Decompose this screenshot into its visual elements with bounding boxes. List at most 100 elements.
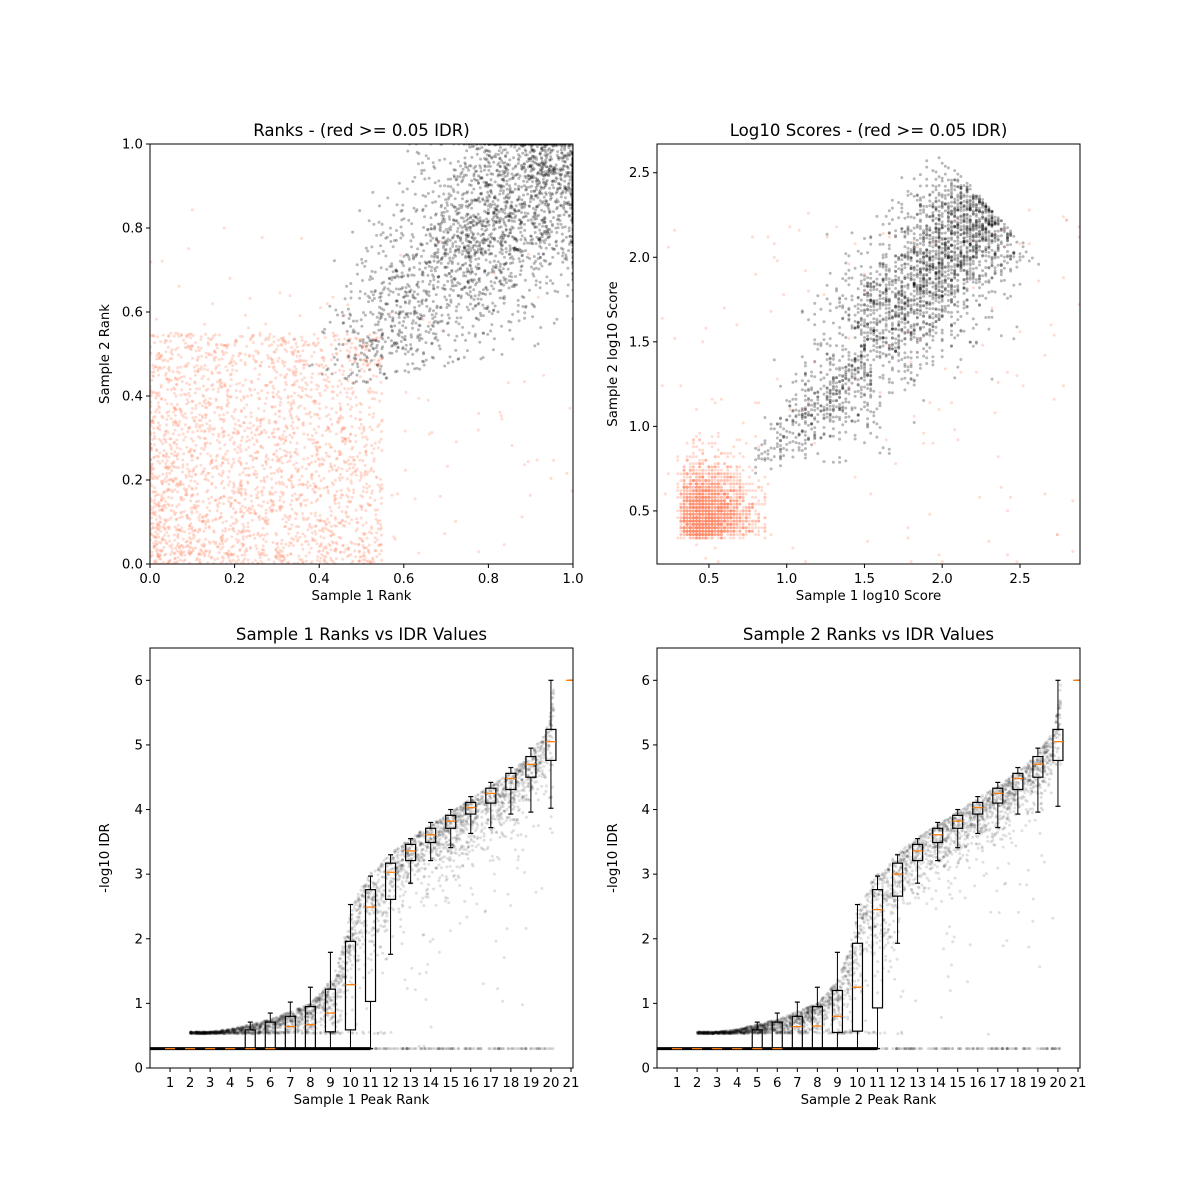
scatter-point-red — [154, 502, 158, 506]
scatter-point-red — [367, 503, 371, 507]
scatter-point-black — [438, 184, 442, 188]
scatter-point-black — [415, 349, 418, 353]
scatter-point-black — [433, 315, 437, 319]
scatter-point-red — [372, 390, 376, 394]
scatter-point-black — [556, 150, 560, 154]
scatter-point-black — [388, 315, 392, 319]
scatter-point-black — [542, 210, 546, 214]
scatter-point-red — [207, 525, 211, 528]
scatter-point-black — [462, 245, 466, 249]
scatter-point-red — [226, 461, 230, 465]
scatter-point-red — [356, 521, 360, 525]
scatter-point-black — [568, 234, 572, 238]
scatter-point-red — [347, 546, 351, 550]
scatter-point-black — [373, 289, 377, 293]
scatter-point-black — [394, 287, 398, 291]
scatter-point-black — [409, 239, 413, 243]
scatter-point-red — [196, 345, 200, 349]
scatter-point-red — [349, 540, 353, 544]
scatter-point-red — [379, 336, 382, 340]
scatter-point-black — [420, 169, 424, 172]
scatter-point-black — [372, 331, 376, 335]
scatter-point-black — [342, 321, 345, 325]
scatter-point-black — [501, 217, 505, 221]
scatter-point-red — [178, 408, 182, 412]
scatter-point-black — [448, 294, 452, 297]
scatter-point-black — [525, 153, 529, 157]
scatter-point-red — [363, 557, 367, 561]
scatter-point-red — [164, 465, 168, 469]
scatter-point-black — [554, 191, 558, 195]
scatter-point-red — [190, 509, 194, 513]
scatter-point-red — [300, 378, 304, 382]
scatter-point-red — [377, 359, 380, 363]
scatter-point-red — [294, 447, 298, 451]
scatter-point-black — [520, 264, 524, 268]
scatter-point-black — [434, 237, 438, 241]
scatter-point-red — [239, 531, 242, 534]
scatter-point-red — [360, 367, 364, 371]
scatter-point-red — [213, 333, 217, 337]
scatter-point-red — [225, 344, 229, 348]
scatter-point-black — [563, 225, 567, 229]
scatter-point-red — [308, 410, 312, 414]
scatter-point-red — [242, 543, 246, 547]
scatter-point-red — [338, 402, 342, 406]
scatter-point-black — [432, 356, 435, 360]
scatter-point-red — [235, 369, 238, 373]
scatter-point-red — [340, 519, 344, 523]
scatter-point-red — [248, 547, 252, 550]
scatter-point-red — [368, 425, 372, 429]
scatter-point-red — [274, 412, 277, 416]
scatter-point-red — [369, 368, 372, 371]
scatter-point-red — [279, 504, 283, 508]
scatter-point-black — [437, 344, 441, 348]
scatter-point-red — [180, 333, 184, 337]
scatter-point-red — [156, 459, 160, 463]
scatter-point-red — [274, 555, 278, 559]
scatter-point-red — [380, 449, 384, 452]
scatter-point-black — [464, 204, 468, 208]
scatter-point-black — [355, 373, 359, 377]
scatter-point-red — [177, 528, 181, 532]
scatter-point-red — [313, 460, 317, 463]
scatter-point-red — [170, 402, 174, 406]
scatter-point-red — [362, 554, 366, 557]
scatter-point-red — [353, 358, 357, 362]
scatter-point-black — [522, 162, 526, 166]
scatter-point-red — [194, 403, 198, 407]
scatter-point-black — [359, 351, 363, 355]
scatter-point-red — [179, 411, 183, 414]
scatter-point-black — [466, 190, 469, 194]
scatter-point-black — [485, 238, 489, 242]
scatter-point-red — [152, 443, 156, 447]
scatter-point-red — [274, 421, 278, 425]
scatter-point-red — [274, 376, 278, 380]
scatter-point-red — [255, 475, 259, 479]
scatter-point-red — [301, 532, 305, 536]
scatter-point-black — [474, 265, 478, 269]
scatter-point-red — [260, 493, 264, 497]
scatter-point-black — [481, 220, 485, 224]
scatter-point-black — [427, 176, 431, 180]
scatter-point-red — [353, 359, 357, 363]
scatter-point-red — [331, 385, 335, 388]
scatter-point-red — [370, 397, 374, 401]
scatter-point-red — [317, 384, 321, 388]
scatter-point-red — [258, 364, 262, 368]
scatter-point-red — [306, 456, 310, 460]
scatter-point-red — [258, 518, 261, 522]
scatter-point-black — [432, 259, 436, 263]
scatter-point-red — [179, 551, 183, 555]
scatter-point-red — [232, 440, 236, 444]
scatter-point-red — [175, 528, 178, 532]
scatter-point-red — [247, 445, 251, 449]
scatter-point-red — [259, 424, 262, 428]
scatter-point-red — [159, 385, 163, 389]
scatter-point-red — [296, 538, 300, 541]
scatter-point-red — [278, 548, 282, 552]
scatter-point-black — [529, 176, 533, 180]
scatter-point-black — [447, 316, 451, 320]
scatter-point-red — [380, 496, 384, 500]
scatter-point-red — [210, 461, 214, 465]
